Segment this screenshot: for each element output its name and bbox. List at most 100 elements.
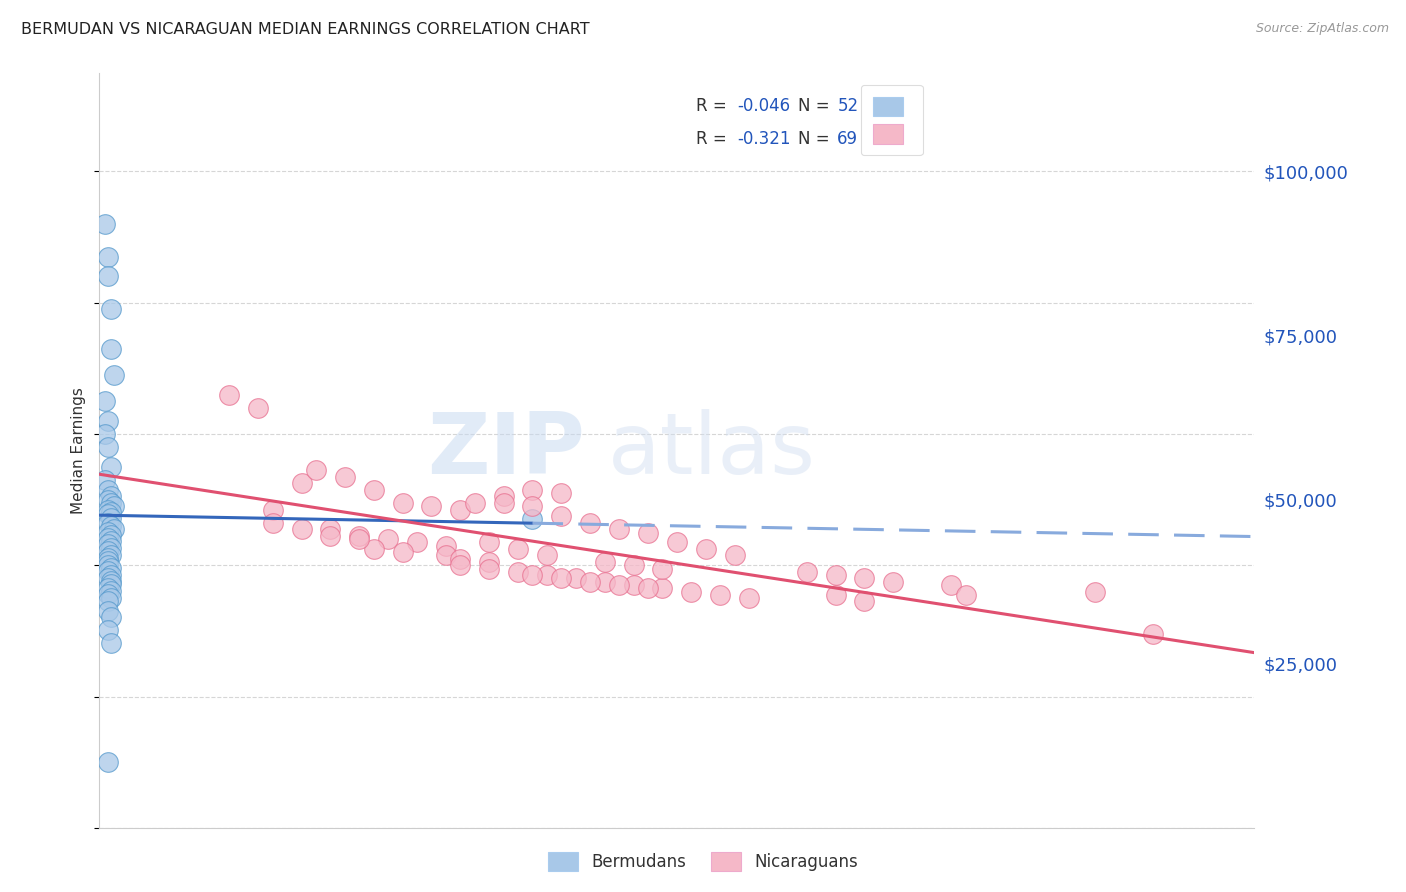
Point: [97, 502, 120, 516]
Point: [681, 584, 703, 599]
Point: [97, 554, 120, 568]
Point: [97, 624, 120, 638]
Point: [100, 342, 122, 356]
Text: N =: N =: [799, 97, 835, 115]
Point: [478, 561, 501, 575]
Point: [522, 500, 544, 514]
Text: ZIP: ZIP: [426, 409, 585, 492]
Point: [100, 302, 122, 317]
Point: [97, 492, 120, 507]
Point: [100, 561, 122, 575]
Point: [391, 545, 413, 559]
Point: [593, 574, 616, 589]
Point: [607, 522, 630, 536]
Point: [94, 427, 117, 442]
Point: [651, 582, 673, 596]
Point: [478, 555, 501, 569]
Point: [333, 469, 356, 483]
Point: [100, 504, 122, 518]
Point: [100, 541, 122, 555]
Point: [363, 483, 385, 497]
Point: [94, 473, 117, 487]
Point: [97, 544, 120, 558]
Point: [100, 577, 122, 591]
Point: [97, 581, 120, 595]
Point: [97, 604, 120, 618]
Point: [100, 519, 122, 533]
Point: [391, 496, 413, 510]
Point: [319, 522, 342, 536]
Point: [565, 572, 588, 586]
Point: [550, 486, 572, 500]
Point: [623, 558, 645, 573]
Point: [709, 588, 731, 602]
Point: [723, 549, 745, 563]
Point: [247, 401, 270, 415]
Point: [262, 502, 284, 516]
Point: [665, 535, 688, 549]
Point: [434, 539, 457, 553]
Text: R =: R =: [696, 97, 733, 115]
Point: [506, 541, 529, 556]
Text: N =: N =: [799, 130, 835, 148]
Point: [100, 528, 122, 542]
Point: [97, 483, 120, 497]
Point: [100, 583, 122, 598]
Point: [290, 522, 312, 536]
Text: Source: ZipAtlas.com: Source: ZipAtlas.com: [1256, 22, 1389, 36]
Point: [97, 516, 120, 530]
Point: [522, 512, 544, 526]
Point: [97, 414, 120, 428]
Point: [319, 529, 342, 543]
Point: [738, 591, 761, 606]
Point: [103, 500, 125, 514]
Point: [94, 217, 117, 231]
Point: [305, 463, 328, 477]
Point: [695, 541, 717, 556]
Point: [651, 561, 673, 575]
Point: [464, 496, 486, 510]
Point: [94, 394, 117, 409]
Point: [593, 555, 616, 569]
Point: [97, 440, 120, 454]
Point: [100, 496, 122, 510]
Point: [290, 476, 312, 491]
Point: [103, 368, 125, 382]
Point: [449, 551, 471, 566]
Text: BERMUDAN VS NICARAGUAN MEDIAN EARNINGS CORRELATION CHART: BERMUDAN VS NICARAGUAN MEDIAN EARNINGS C…: [21, 22, 589, 37]
Point: [100, 636, 122, 650]
Point: [939, 578, 962, 592]
Point: [434, 549, 457, 563]
Point: [97, 564, 120, 578]
Point: [97, 269, 120, 284]
Point: [100, 548, 122, 562]
Point: [536, 549, 558, 563]
Point: [97, 571, 120, 585]
Point: [97, 551, 120, 566]
Point: [478, 535, 501, 549]
Point: [449, 558, 471, 573]
Point: [536, 568, 558, 582]
Point: [100, 490, 122, 504]
Point: [506, 565, 529, 579]
Point: [97, 507, 120, 521]
Text: atlas: atlas: [607, 409, 815, 492]
Point: [406, 535, 429, 549]
Point: [97, 587, 120, 601]
Point: [97, 532, 120, 546]
Point: [623, 578, 645, 592]
Point: [100, 591, 122, 605]
Point: [420, 500, 443, 514]
Point: [100, 459, 122, 474]
Point: [522, 568, 544, 582]
Point: [579, 574, 602, 589]
Point: [100, 511, 122, 525]
Point: [637, 525, 659, 540]
Point: [882, 574, 904, 589]
Point: [1084, 584, 1107, 599]
Point: [103, 522, 125, 536]
Text: 69: 69: [838, 130, 858, 148]
Legend: , : ,: [860, 85, 922, 155]
Point: [796, 565, 818, 579]
Point: [97, 594, 120, 608]
